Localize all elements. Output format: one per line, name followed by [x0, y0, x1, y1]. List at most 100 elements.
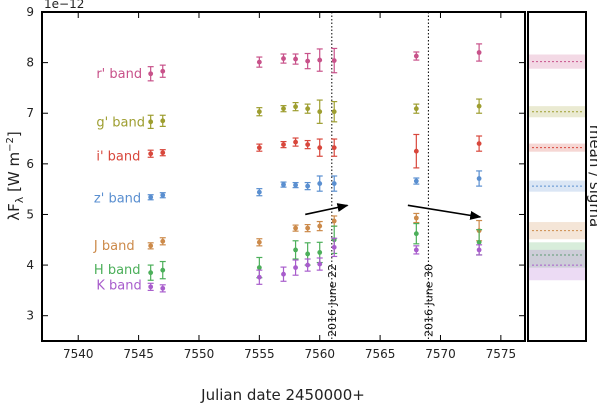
- data-point: [305, 183, 311, 189]
- series-0: [147, 43, 483, 82]
- data-point: [476, 239, 482, 245]
- data-point: [305, 251, 311, 257]
- data-point: [413, 231, 419, 237]
- y-multiplier: 1e−12: [44, 0, 84, 11]
- band-label-3: z' band: [94, 191, 141, 206]
- data-point: [331, 58, 337, 63]
- y-tick-label: 9: [26, 5, 34, 19]
- band-label-0: r' band: [96, 67, 142, 82]
- series-2: [147, 133, 483, 169]
- band-label-5: H band: [94, 263, 141, 278]
- data-point: [293, 247, 298, 253]
- data-point: [317, 109, 323, 115]
- data-point: [281, 142, 286, 148]
- data-point: [317, 181, 323, 186]
- data-point: [148, 270, 154, 276]
- date-marker-label-0: 2016 June 22: [326, 264, 339, 337]
- data-point: [317, 250, 323, 255]
- data-point: [281, 106, 286, 112]
- y-tick-label: 7: [26, 106, 34, 120]
- data-point: [331, 244, 337, 250]
- y-tick-label: 4: [26, 258, 34, 272]
- data-point: [160, 150, 166, 156]
- data-point: [305, 58, 311, 64]
- band-label-1: g' band: [96, 115, 145, 130]
- series-4: [147, 212, 483, 250]
- data-point: [256, 145, 262, 151]
- data-point: [148, 151, 154, 157]
- data-point: [160, 238, 166, 244]
- data-point: [148, 243, 154, 249]
- series-1: [147, 98, 483, 130]
- band-label-2: i' band: [96, 149, 140, 164]
- data-point: [256, 189, 262, 195]
- data-point: [305, 225, 311, 231]
- data-point: [160, 118, 166, 124]
- data-point: [317, 261, 323, 267]
- data-point: [293, 139, 298, 145]
- data-point: [256, 59, 262, 65]
- data-point: [148, 119, 154, 125]
- data-point: [317, 223, 323, 229]
- data-point: [293, 56, 298, 62]
- data-point: [256, 265, 262, 271]
- x-tick-label: 7570: [425, 347, 456, 361]
- main-plot-frame: [41, 11, 526, 342]
- band-label-4: J band: [93, 239, 135, 254]
- data-point: [293, 225, 298, 231]
- data-point: [305, 142, 311, 148]
- data-point: [413, 53, 419, 59]
- y-tick-label: 8: [26, 56, 34, 70]
- data-point: [293, 265, 298, 271]
- trend-arrow-0: [305, 203, 349, 216]
- data-point: [413, 247, 419, 253]
- data-point: [160, 192, 166, 198]
- series-6: [147, 237, 483, 293]
- data-point: [331, 218, 337, 224]
- data-point: [331, 181, 337, 186]
- x-axis-label: Julian date 2450000+: [200, 386, 365, 404]
- data-point: [148, 284, 154, 290]
- x-tick-label: 7550: [184, 347, 215, 361]
- data-point: [281, 56, 286, 61]
- data-point: [305, 262, 311, 268]
- data-point: [331, 109, 337, 115]
- data-point: [148, 194, 154, 200]
- data-point: [293, 104, 298, 110]
- data-point: [160, 68, 166, 74]
- data-point: [317, 57, 323, 63]
- data-point: [160, 267, 166, 273]
- data-point: [476, 50, 482, 55]
- data-point: [160, 285, 166, 291]
- side-panel-label: mean / sigma: [586, 125, 597, 227]
- data-point: [476, 103, 482, 109]
- y-tick-label: 5: [26, 207, 34, 221]
- data-point: [305, 106, 311, 112]
- data-point: [317, 145, 323, 151]
- data-point: [281, 271, 286, 277]
- side-panel-frame: [527, 11, 587, 342]
- data-point: [413, 178, 419, 184]
- data-point: [256, 239, 262, 245]
- series-3: [147, 170, 483, 201]
- data-point: [476, 141, 482, 147]
- x-tick-label: 7560: [304, 347, 335, 361]
- x-tick-label: 7565: [365, 347, 396, 361]
- data-point: [148, 71, 154, 77]
- data-point: [476, 176, 482, 181]
- trend-arrow-1: [407, 204, 482, 220]
- x-tick-label: 7555: [244, 347, 275, 361]
- data-point: [413, 148, 419, 154]
- date-marker-label-1: 2016 June 30: [422, 264, 435, 337]
- x-tick-label: 7575: [486, 347, 517, 361]
- data-point: [413, 215, 419, 221]
- y-tick-label: 3: [26, 309, 34, 323]
- x-tick-label: 7540: [63, 347, 94, 361]
- data-point: [293, 182, 298, 188]
- data-point: [413, 106, 419, 112]
- data-point: [256, 109, 262, 115]
- y-axis-label: λFλ [W m−2]: [5, 131, 26, 220]
- x-tick-label: 7545: [123, 347, 154, 361]
- band-label-6: K band: [96, 278, 141, 293]
